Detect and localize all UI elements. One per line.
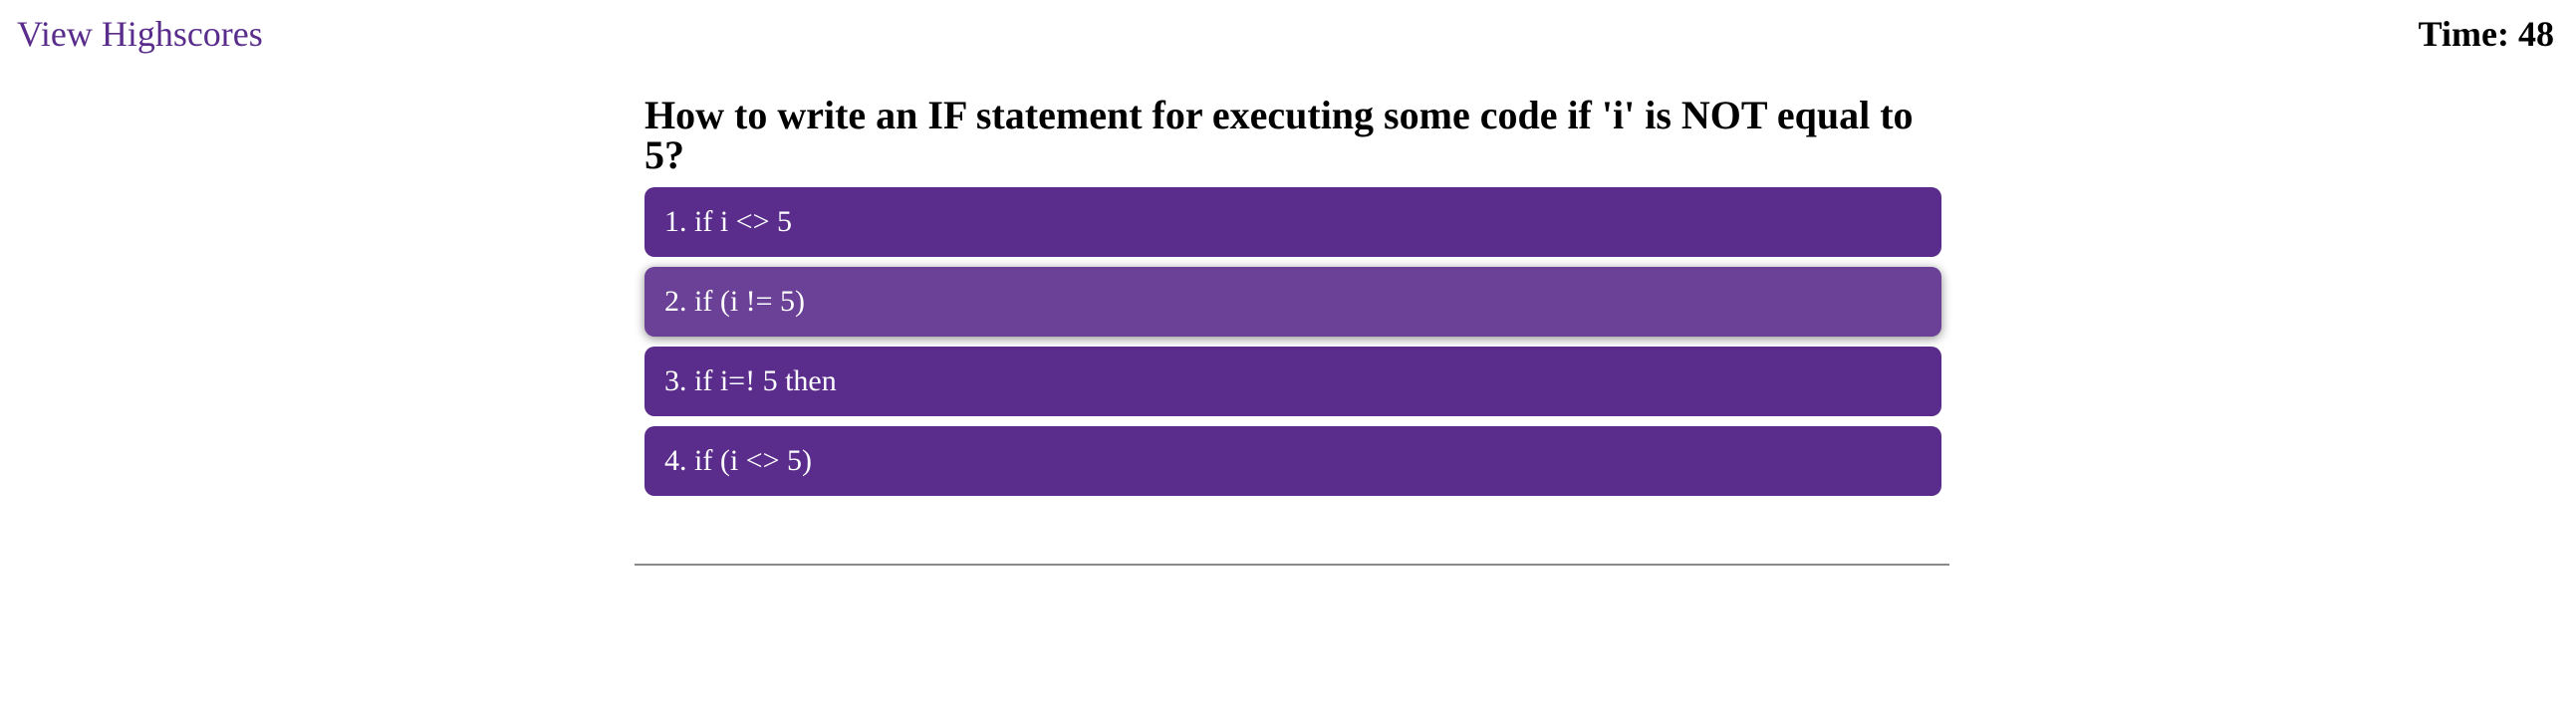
timer-value: 48 bbox=[2518, 14, 2554, 54]
top-bar: View Highscores Time: 48 bbox=[0, 0, 2576, 70]
timer-separator bbox=[2509, 14, 2518, 54]
timer-label: Time: bbox=[2418, 14, 2509, 54]
quiz-container: How to write an IF statement for executi… bbox=[635, 93, 1949, 566]
answer-choice-4[interactable]: 4. if (i <> 5) bbox=[644, 426, 1941, 496]
answer-choice-2[interactable]: 2. if (i != 5) bbox=[644, 267, 1941, 337]
timer: Time: 48 bbox=[2419, 12, 2554, 56]
question-title: How to write an IF statement for executi… bbox=[644, 93, 1914, 177]
divider bbox=[635, 564, 1949, 566]
answer-choices: 1. if i <> 5 2. if (i != 5) 3. if i=! 5 … bbox=[644, 187, 1941, 496]
answer-choice-1[interactable]: 1. if i <> 5 bbox=[644, 187, 1941, 257]
answer-choice-3[interactable]: 3. if i=! 5 then bbox=[644, 347, 1941, 416]
view-highscores-link[interactable]: View Highscores bbox=[17, 14, 263, 54]
